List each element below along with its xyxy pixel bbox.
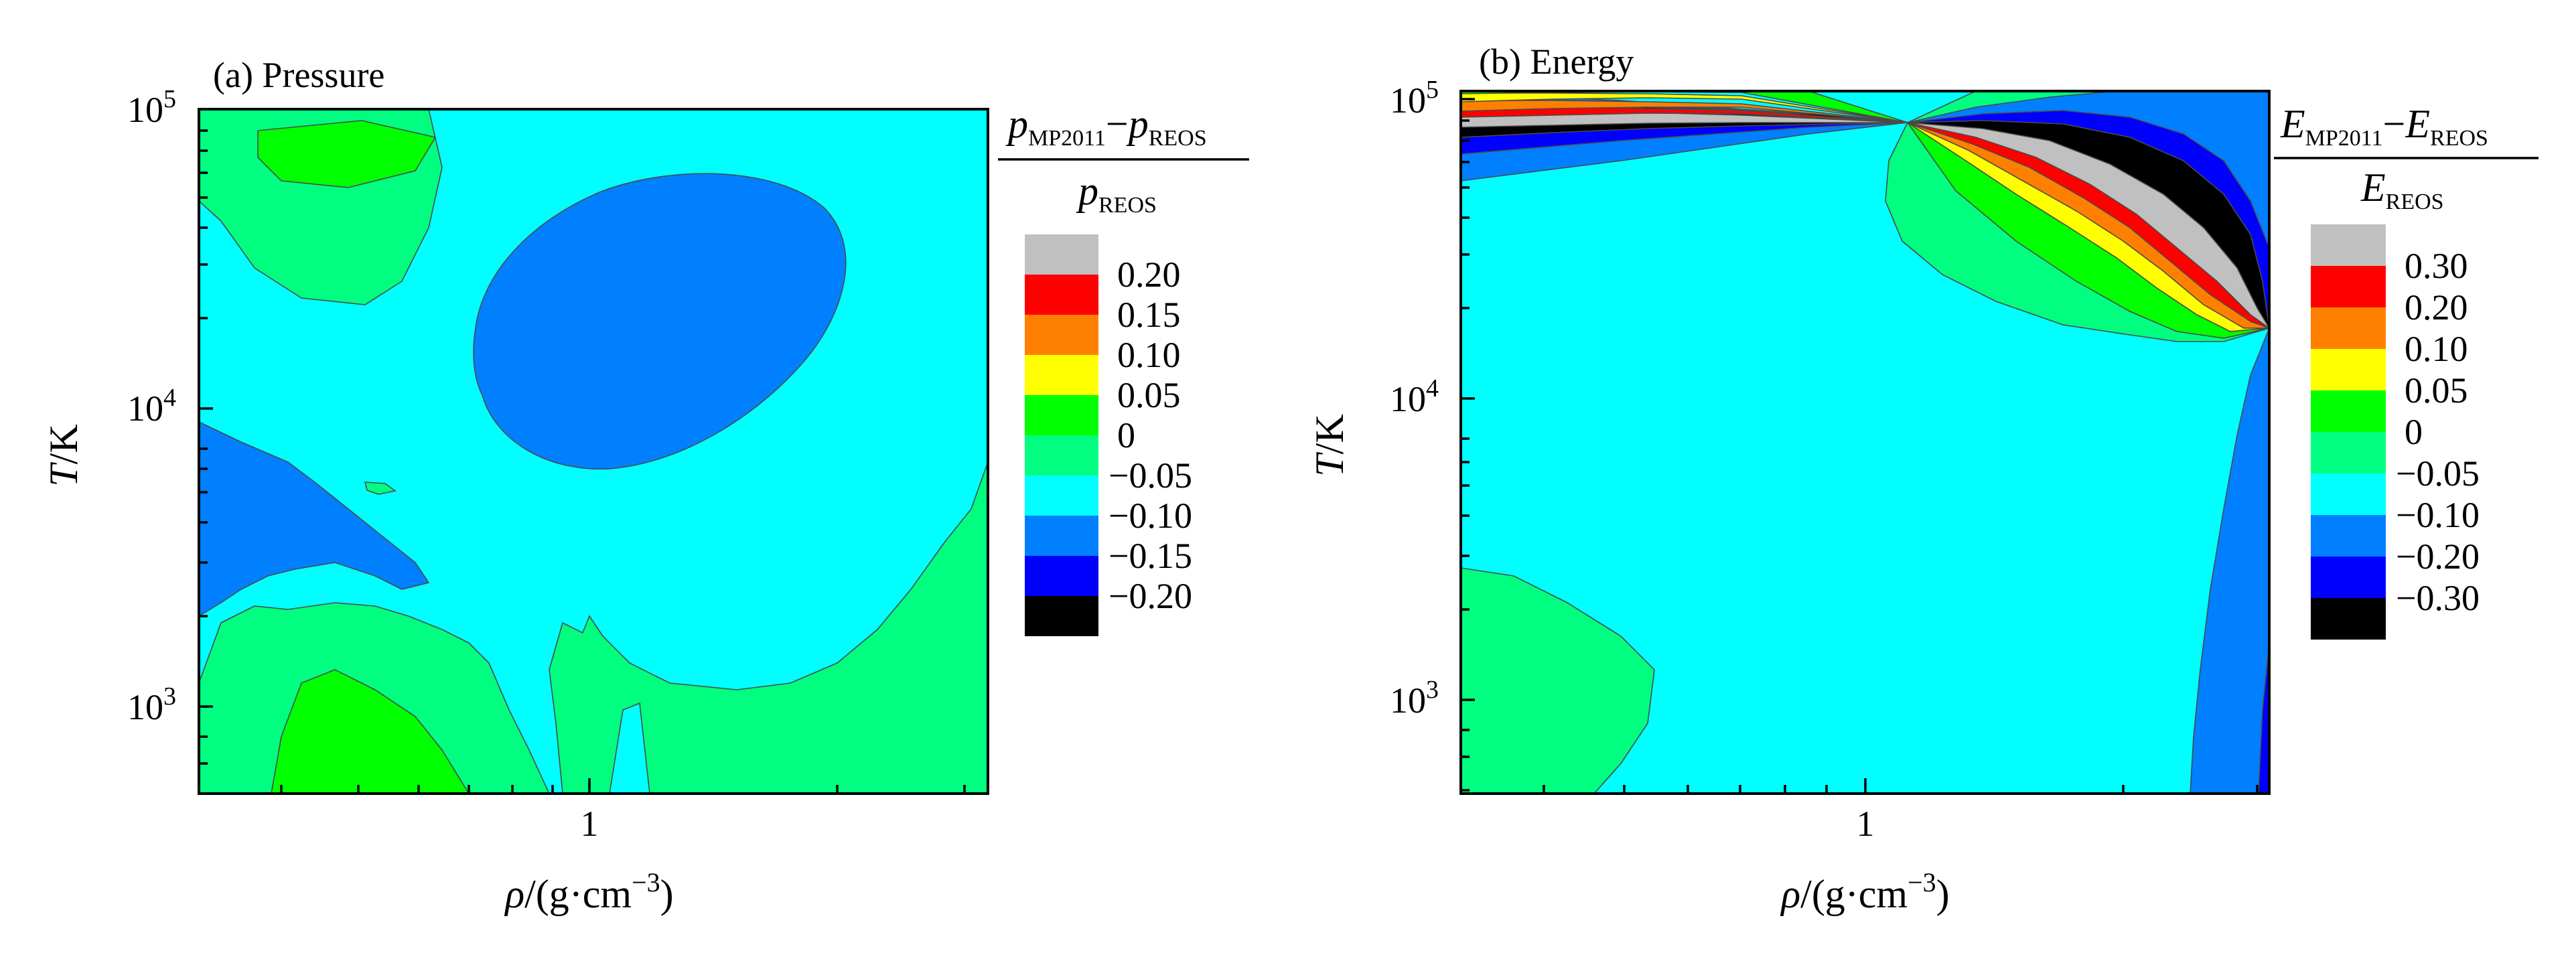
- panel-a-region-sliver: [364, 482, 397, 495]
- panel-b-cb-swatch-red: [2311, 266, 2386, 307]
- panel-a-cb-swatch-cyan: [1025, 475, 1098, 516]
- svg-text:EREOS: EREOS: [2360, 165, 2444, 214]
- panel-b-cb-swatch-azure: [2311, 515, 2386, 557]
- panel-a-cb-label-3: 0.05: [1117, 375, 1181, 415]
- panel-b-region-blue-right: [2258, 642, 2269, 794]
- panel-a-ytick-1e5: 105: [127, 85, 176, 130]
- panel-a-colorbar-title: pMP2011−pREOS pREOS: [998, 102, 1249, 218]
- panel-a-cb-swatch-springgreen: [1025, 435, 1098, 475]
- panel-a-region-green-bottom: [271, 669, 470, 794]
- svg-text:pMP2011−pREOS: pMP2011−pREOS: [1005, 102, 1207, 151]
- panel-b-cb-label-6: −0.10: [2396, 495, 2480, 535]
- panel-a-region-azure-ellipse: [473, 173, 847, 470]
- panel-a-frame: [198, 108, 989, 795]
- panel-a-cb-label-4: 0: [1117, 415, 1135, 455]
- panel-b-cb-swatch-cyan: [2311, 473, 2386, 515]
- panel-a-cb-swatch-blue: [1025, 556, 1098, 596]
- panel-a-region-cyan-notch: [609, 702, 650, 794]
- panel-b-ylabel: T/K: [1307, 414, 1352, 476]
- panel-a-ytick-1e3: 103: [127, 682, 176, 727]
- panel-b-cb-label-1: 0.20: [2405, 287, 2468, 327]
- panel-b-cb-label-8: −0.30: [2396, 578, 2480, 618]
- panel-a-label: (a) Pressure: [213, 55, 384, 95]
- panel-a-ylabel: T/K: [42, 424, 86, 486]
- panel-a-cb-label-7: −0.15: [1108, 536, 1192, 576]
- panel-a-cb-swatch-azure: [1025, 516, 1098, 556]
- panel-a-cb-label-6: −0.10: [1108, 496, 1192, 536]
- panel-b-cb-label-5: −0.05: [2396, 453, 2480, 494]
- panel-a-cb-swatch-grey: [1025, 234, 1098, 275]
- panel-b-cb-label-2: 0.10: [2405, 329, 2468, 369]
- panel-b-ytick-1e3: 103: [1390, 676, 1439, 721]
- panel-b-cb-swatch-green: [2311, 390, 2386, 432]
- panel-a-region-azure-left: [199, 421, 430, 617]
- panel-a-cb-label-5: −0.05: [1108, 455, 1192, 496]
- panel-a-plot: [199, 109, 988, 794]
- panel-b-xlabel: ρ/(g·cm−3): [1780, 867, 1949, 916]
- panel-a-cb-swatch-black: [1025, 596, 1098, 636]
- panel-b-cb-swatch-orange: [2311, 307, 2386, 349]
- panel-a-cb-label-1: 0.15: [1117, 295, 1181, 335]
- panel-a-ticks: [199, 108, 966, 795]
- panel-b-colorbar: 0.30 0.20 0.10 0.05 0 −0.05 −0.10 −0.20 …: [2311, 224, 2480, 640]
- svg-text:pREOS: pREOS: [1076, 169, 1157, 218]
- panel-b-ytick-1e4: 104: [1390, 374, 1439, 419]
- panel-b-cb-swatch-yellow: [2311, 349, 2386, 390]
- panel-a-cb-swatch-green: [1025, 395, 1098, 435]
- panel-b-xtick-1: 1: [1857, 804, 1875, 844]
- panel-b-cb-swatch-grey: [2311, 224, 2386, 266]
- panel-b-cb-label-3: 0.05: [2405, 370, 2468, 411]
- panel-a-cb-swatch-orange: [1025, 315, 1098, 355]
- panel-a-cb-swatch-yellow: [1025, 355, 1098, 395]
- panel-b-ticks: [1461, 98, 2259, 794]
- panel-a-region-springgreen-right: [549, 461, 988, 794]
- panel-a-xlabel: ρ/(g·cm−3): [504, 867, 673, 916]
- panel-b-region-springgreen-bottom: [1461, 567, 1655, 794]
- panel-a-colorbar: 0.20 0.15 0.10 0.05 0 −0.05 −0.10 −0.15 …: [1025, 234, 1192, 636]
- svg-text:EMP2011−EREOS: EMP2011−EREOS: [2280, 102, 2488, 151]
- panel-b-label: (b) Energy: [1479, 42, 1634, 82]
- panel-a-cb-label-0: 0.20: [1117, 254, 1181, 295]
- panel-a-ytick-1e4: 104: [127, 384, 176, 429]
- panel-b-cb-label-0: 0.30: [2405, 246, 2468, 286]
- panel-b-ytick-1e5: 105: [1390, 76, 1439, 121]
- panel-b-region-azure-right: [2190, 327, 2269, 794]
- panel-b-plot: [1461, 91, 2269, 794]
- panel-b-cb-label-7: −0.20: [2396, 536, 2480, 577]
- panel-a-cb-swatch-red: [1025, 275, 1098, 315]
- panel-b-cb-swatch-springgreen: [2311, 432, 2386, 473]
- panel-a-cb-label-8: −0.20: [1108, 576, 1192, 616]
- panel-b-cb-swatch-blue: [2311, 557, 2386, 598]
- panel-b-cb-label-4: 0: [2405, 412, 2423, 452]
- panel-a-region-green-top: [257, 120, 437, 188]
- panel-b-cb-swatch-black: [2311, 598, 2386, 640]
- panel-a-cb-label-2: 0.10: [1117, 335, 1181, 375]
- panel-b-region-green-fan: [1907, 122, 2269, 339]
- panel-b-colorbar-title: EMP2011−EREOS EREOS: [2274, 102, 2538, 214]
- panel-a-xtick-1: 1: [581, 804, 599, 844]
